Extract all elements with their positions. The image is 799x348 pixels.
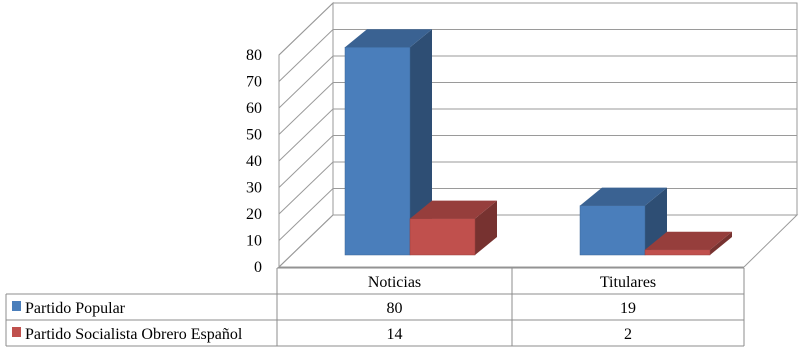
data-label: 2	[624, 326, 632, 343]
x-tick-label: Noticias	[368, 274, 421, 291]
bars	[344, 29, 732, 256]
legend-label: Partido Socialista Obrero Español	[25, 326, 243, 343]
data-label: 19	[620, 300, 636, 317]
bar-top	[410, 200, 497, 219]
bar-partido-popular-noticias	[344, 29, 432, 256]
legend-key	[12, 327, 21, 337]
bar-partido-socialista-obrero-espa-ol-titulares	[644, 231, 732, 256]
gridline	[278, 82, 797, 135]
y-tick-label: 70	[246, 74, 262, 91]
bar-side	[710, 231, 732, 255]
bar-partido-popular-titulares	[579, 187, 667, 256]
y-tick-label: 40	[246, 153, 262, 170]
y-axis: 0 10 20 30 40 50 60 70 80	[246, 47, 262, 276]
y-tick-label: 0	[254, 259, 262, 276]
gridline	[278, 55, 797, 109]
y-tick-label: 10	[246, 233, 262, 250]
legend-key	[12, 301, 21, 311]
data-table: Noticias Titulares Partido Popular 80 19 Part…	[5, 267, 745, 347]
x-tick-label: Titulares	[600, 274, 656, 291]
bar-partido-socialista-obrero-espa-ol-noticias	[409, 200, 497, 256]
gridline	[278, 2, 797, 56]
y-tick-label: 20	[246, 206, 262, 223]
data-label: 14	[387, 326, 403, 343]
bar-front	[409, 218, 476, 256]
y-tick-label: 60	[246, 100, 262, 117]
bar-front	[644, 249, 711, 256]
bar-side	[410, 29, 432, 255]
gridline	[278, 161, 797, 215]
bar-top	[645, 231, 732, 250]
bar-top	[345, 29, 432, 48]
y-tick-label: 50	[246, 127, 262, 144]
bar-front	[579, 205, 646, 256]
gridline	[278, 135, 797, 188]
bar-front	[344, 46, 411, 256]
bar-top	[580, 187, 667, 206]
y-tick-label: 30	[246, 180, 262, 197]
data-label: 80	[387, 300, 403, 317]
gridline	[278, 108, 797, 162]
bar-side	[475, 200, 497, 255]
y-tick-label: 80	[246, 47, 262, 64]
legend-label: Partido Popular	[25, 300, 126, 317]
gridline	[278, 29, 797, 82]
